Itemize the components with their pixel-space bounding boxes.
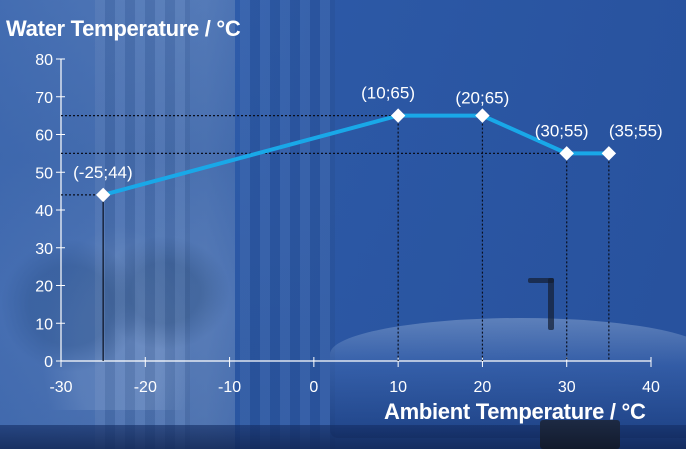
data-point-label: (30;55): [535, 121, 589, 140]
data-point-label: (-25;44): [73, 163, 133, 182]
background-faucet-spout: [528, 278, 554, 283]
data-point-label: (20;65): [455, 89, 509, 108]
data-point-marker: [475, 108, 490, 123]
y-tick-label: 10: [35, 316, 53, 333]
y-tick-label: 40: [35, 203, 53, 220]
x-tick-label: -30: [49, 379, 72, 396]
x-axis-title: Ambient Temperature / °C: [384, 399, 646, 424]
data-point-marker: [95, 187, 111, 203]
y-tick-label: 60: [35, 128, 53, 145]
y-tick-label: 50: [35, 165, 53, 182]
background-bathtub: [330, 318, 686, 438]
data-point-label: (10;65): [361, 84, 415, 103]
data-point-marker: [559, 146, 574, 161]
chart-title: Water Temperature / °C: [6, 16, 241, 41]
background-curtain: [240, 0, 335, 449]
x-tick-label: 0: [309, 379, 318, 396]
background-faucet: [548, 278, 554, 330]
y-tick-label: 30: [35, 241, 53, 258]
y-tick-label: 70: [35, 90, 53, 107]
y-tick-label: 20: [35, 279, 53, 296]
series-line: [101, 113, 611, 197]
background-towels: [540, 420, 620, 449]
x-tick-label: 40: [642, 379, 660, 396]
x-tick-label: 10: [389, 379, 407, 396]
x-tick-label: 30: [558, 379, 576, 396]
x-tick-label: -20: [134, 379, 157, 396]
x-tick-label: 20: [474, 379, 492, 396]
x-tick-label: -10: [218, 379, 241, 396]
data-point-label: (35;55): [609, 121, 663, 140]
y-tick-label: 80: [35, 52, 53, 69]
background-curtain: [95, 0, 190, 449]
data-point-marker: [390, 108, 406, 123]
y-tick-label: 0: [44, 354, 53, 371]
data-point-marker: [601, 146, 617, 161]
